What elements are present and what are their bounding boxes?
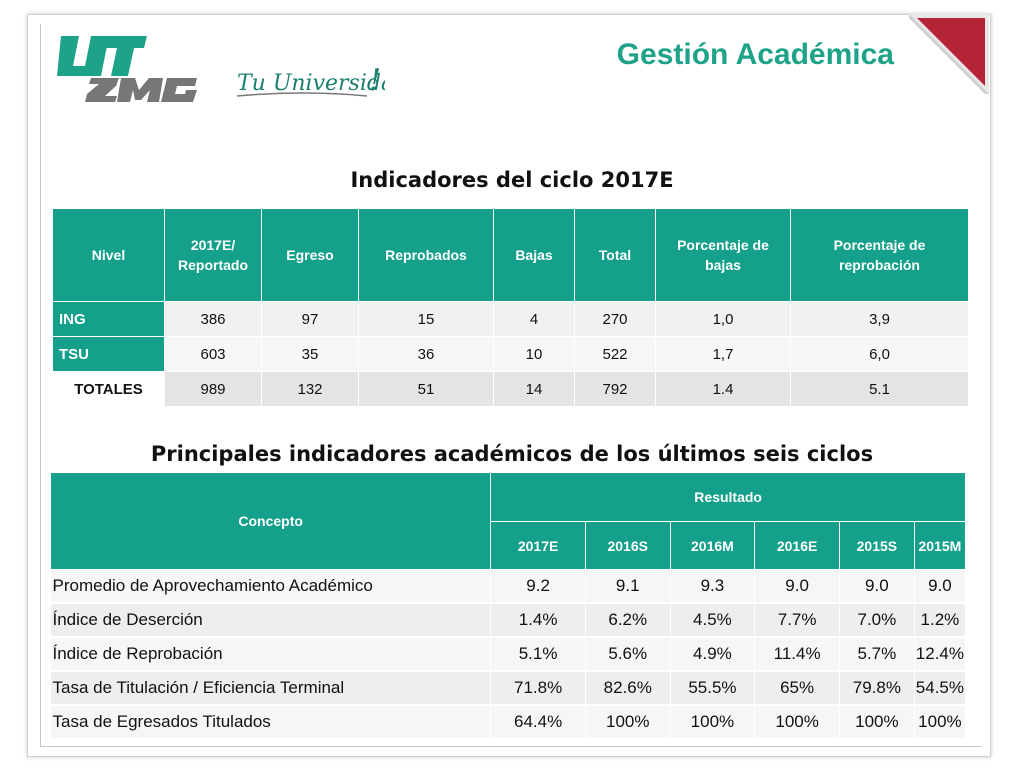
page-corner-decoration (909, 14, 989, 94)
table-cell: 7.7% (754, 603, 840, 638)
table-cell: 55.5% (670, 671, 756, 706)
table-cell: 4.5% (670, 603, 756, 638)
table-cell: 1.4 (655, 371, 791, 407)
table-row: Promedio de Aprovechamiento Académico 9.… (50, 569, 967, 604)
table-cell: 1.4% (490, 603, 586, 638)
table-cell: 100% (914, 705, 967, 740)
col-header-year: 2016S (584, 521, 671, 570)
table-cell: 4.9% (670, 637, 756, 672)
table-cell: 10 (493, 336, 575, 372)
table-cell: 54.5% (914, 671, 967, 706)
table-cell: 9.1 (585, 569, 671, 604)
table-cell: 522 (574, 336, 656, 372)
svg-text:Tu Universidad: Tu Universidad (237, 71, 385, 96)
table-cell: 4 (493, 301, 575, 337)
table-cell: 7.0% (839, 603, 915, 638)
table-row: Tasa de Egresados Titulados 64.4% 100% 1… (50, 705, 967, 740)
col-header-resultado: Resultado (490, 472, 966, 522)
table-cell: 51 (358, 371, 494, 407)
col-header-bajas: Bajas (493, 208, 575, 302)
table-cell: 71.8% (490, 671, 586, 706)
table-cell: 9.3 (670, 569, 756, 604)
totals-label: TOTALES (52, 371, 165, 407)
table-cell: 1,0 (655, 301, 791, 337)
table-row: TSU 603 35 36 10 522 1,7 6,0 (52, 336, 969, 372)
table-cell: 9.0 (754, 569, 840, 604)
table-cell: 15 (358, 301, 494, 337)
col-header-reportado: 2017E/ Reportado (164, 208, 262, 302)
year-header-row: 2017E 2016S 2016M 2016E 2015S 2015M (51, 521, 967, 570)
table-cell: 14 (493, 371, 575, 407)
table-row: ING 386 97 15 4 270 1,0 3,9 (52, 301, 969, 337)
table-cell: 36 (358, 336, 494, 372)
table-cell: 132 (261, 371, 359, 407)
table-cell: 35 (261, 336, 359, 372)
slide-title: Gestión Académica (616, 38, 894, 71)
table-cell: 3,9 (790, 301, 969, 337)
table-cell: 270 (574, 301, 656, 337)
concept-cell: Índice de Deserción (50, 603, 492, 638)
table-row: Índice de Reprobación 5.1% 5.6% 4.9% 11.… (50, 637, 967, 672)
table-cell: 989 (164, 371, 262, 407)
table-cell: 100% (585, 705, 671, 740)
table-header-row: Nivel 2017E/ Reportado Egreso Reprobados… (52, 208, 969, 302)
table-cell: 64.4% (490, 705, 586, 740)
inner-frame (40, 24, 981, 747)
table-cell: 9.0 (914, 569, 967, 604)
concept-cell: Tasa de Titulación / Eficiencia Terminal (50, 671, 492, 706)
row-level-label: ING (52, 301, 165, 337)
col-header-total: Total (574, 208, 656, 302)
totals-row: TOTALES 989 132 51 14 792 1.4 5.1 (52, 371, 969, 407)
col-header-egreso: Egreso (261, 208, 359, 302)
col-header-porcentaje-bajas: Porcentaje de bajas (655, 208, 791, 302)
table-cell: 79.8% (839, 671, 915, 706)
table-cell: 12.4% (914, 637, 967, 672)
table-cell: 1,7 (655, 336, 791, 372)
col-header-year: 2016M (669, 521, 756, 570)
six-cycle-indicators-table: Concepto Resultado 2017E 2016S 2016M 201… (49, 472, 967, 740)
col-header-concepto: Concepto (49, 472, 492, 570)
col-header-year: 2017E (490, 521, 586, 570)
col-header-year: 2016E (754, 521, 840, 570)
table-cell: 65% (754, 671, 840, 706)
table-cell: 1.2% (914, 603, 967, 638)
table-cell: 100% (839, 705, 915, 740)
table-cell: 5.1% (490, 637, 586, 672)
table1-title: Indicadores del ciclo 2017E (350, 168, 674, 192)
col-header-year: 2015M (913, 521, 967, 570)
table-row: Tasa de Titulación / Eficiencia Terminal… (50, 671, 967, 706)
table-row: Índice de Deserción 1.4% 6.2% 4.5% 7.7% … (50, 603, 967, 638)
table-cell: 603 (164, 336, 262, 372)
cycle-indicators-table: Nivel 2017E/ Reportado Egreso Reprobados… (52, 208, 969, 407)
col-header-reprobados: Reprobados (358, 208, 494, 302)
table-cell: 6.2% (585, 603, 671, 638)
row-level-label: TSU (52, 336, 165, 372)
table-cell: 100% (670, 705, 756, 740)
table2-title: Principales indicadores académicos de lo… (150, 442, 874, 466)
utzmg-logo: Tu Universidad ! (57, 36, 385, 102)
table-cell: 97 (261, 301, 359, 337)
table-cell: 5.6% (585, 637, 671, 672)
col-header-nivel: Nivel (52, 208, 165, 302)
table-cell: 386 (164, 301, 262, 337)
table-header-row: Concepto Resultado (49, 472, 966, 570)
table-cell: 6,0 (790, 336, 969, 372)
concept-cell: Tasa de Egresados Titulados (50, 705, 492, 740)
table-cell: 11.4% (754, 637, 840, 672)
table-cell: 5.1 (790, 371, 969, 407)
table-cell: 100% (754, 705, 840, 740)
table-cell: 82.6% (585, 671, 671, 706)
table-cell: 5.7% (839, 637, 915, 672)
concept-cell: Promedio de Aprovechamiento Académico (50, 569, 492, 604)
table-cell: 9.2 (490, 569, 586, 604)
svg-text:!: ! (369, 63, 381, 98)
concept-cell: Índice de Reprobación (50, 637, 492, 672)
table-cell: 9.0 (839, 569, 915, 604)
col-header-porcentaje-reprobacion: Porcentaje de reprobación (790, 208, 969, 302)
col-header-year: 2015S (838, 521, 915, 570)
table-cell: 792 (574, 371, 656, 407)
